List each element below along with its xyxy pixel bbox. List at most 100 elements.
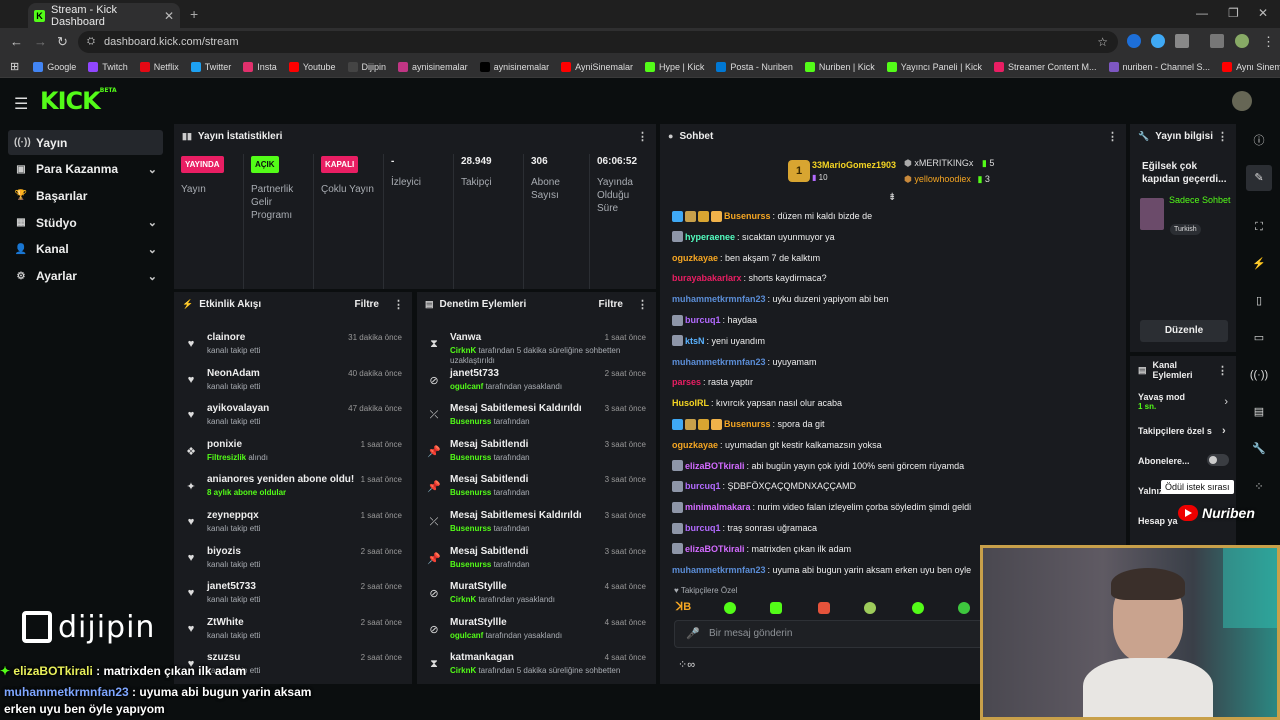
subscribers-only-toggle[interactable] (1207, 454, 1229, 466)
bookmark-item[interactable]: Aynı Sinemalar - Ça... (1222, 61, 1280, 72)
list-item[interactable]: ♥ janet5t733 kanalı takip etti 2 saat önce (174, 577, 412, 613)
new-tab-icon[interactable]: + (190, 6, 199, 22)
site-info-icon[interactable]: ⛭ (87, 36, 95, 47)
back-icon[interactable]: ← (10, 34, 23, 49)
bookmark-item[interactable]: AyniSinemalar (561, 61, 633, 72)
top-gifter-3[interactable]: ⬢ yellowhoodiex ▮ 3 (904, 174, 990, 184)
slow-mode-row[interactable]: Yavaş mod 1 sn. › (1138, 392, 1234, 416)
chat-message[interactable]: oguzkayae: ben akşam 7 de kalktım (672, 251, 820, 265)
chat-message[interactable]: minimalmakara: nurim video falan izleyel… (672, 500, 971, 514)
chat-username[interactable]: oguzkayae (672, 252, 719, 263)
chat-username[interactable]: burayabakarlarx (672, 273, 742, 284)
chat-message[interactable]: elizaBOTkirali: matrixden çıkan ilk adam (672, 542, 851, 556)
chat-username[interactable]: Busenurss (724, 211, 771, 221)
extension-globe-icon[interactable] (1151, 34, 1165, 48)
extensions-puzzle-icon[interactable] (1175, 34, 1189, 48)
reload-icon[interactable]: ↻ (57, 34, 68, 49)
more-options-icon[interactable]: ⋮ (1217, 130, 1228, 143)
microphone-icon[interactable]: 🎤 (686, 628, 700, 640)
sidebar-item-2[interactable]: 🏆 Başarılar (8, 183, 163, 208)
emote-2-icon[interactable] (770, 602, 782, 614)
notes-icon[interactable]: ▯ (1255, 295, 1263, 307)
followers-only-row[interactable]: Takipçilere özel s › (1138, 426, 1234, 436)
emote-6-icon[interactable] (958, 602, 970, 614)
account-row-label[interactable]: Hesap ya (1138, 516, 1178, 526)
list-item[interactable]: ♥ NeonAdam kanalı takip etti 40 dakika önce (174, 364, 412, 400)
list-item[interactable]: ✦ anianores yeniden abone oldu! 8 aylık ab… (174, 470, 412, 506)
chat-message[interactable]: burayabakarlarx: shorts kaydirmaca? (672, 271, 827, 285)
chat-message[interactable]: burcuq1: traş sonrası uğramaca (672, 521, 817, 535)
list-item[interactable]: ♥ clainore kanalı takip etti 31 dakika önce (174, 328, 412, 364)
stream-category[interactable]: Sadece Sohbet (1169, 195, 1231, 205)
bookmark-item[interactable]: Netflix (139, 61, 179, 72)
list-item[interactable]: ⤫ Mesaj Sabitlemesi Kaldırıldı Busenurss t… (417, 399, 656, 435)
browser-menu-icon[interactable]: ⋮ (1262, 34, 1275, 49)
list-item[interactable]: ♥ ZtWhite kanalı takip etti 2 saat önce (174, 613, 412, 649)
chat-message[interactable]: elizaBOTkirali: abi bugün yayın çok iyid… (672, 459, 964, 473)
moderation-filter-button[interactable]: Filtre (598, 298, 623, 310)
chat-username[interactable]: burcuq1 (685, 315, 721, 325)
wrench-icon[interactable]: 🔧 (1252, 443, 1266, 455)
maximize-icon[interactable]: ❐ (1228, 6, 1239, 20)
more-options-icon[interactable]: ⋮ (393, 298, 404, 311)
chat-message[interactable]: Busenurss: düzen mi kaldı bizde de (672, 209, 872, 223)
scroll-down-icon[interactable]: ⇟ (888, 192, 897, 203)
list-item[interactable]: ⤫ Mesaj Sabitlemesi Kaldırıldı Busenurss t… (417, 506, 656, 542)
minimize-icon[interactable]: — (1196, 6, 1208, 20)
emote-5-icon[interactable] (912, 602, 924, 614)
info-icon[interactable]: ⓘ (1253, 135, 1265, 147)
chat-username[interactable]: minimalmakara (685, 502, 751, 513)
chat-username[interactable]: burcuq1 (685, 523, 721, 533)
list-item[interactable]: 📌 Mesaj Sabitlendi Busenurss tarafından 3 s… (417, 470, 656, 506)
chat-username[interactable]: parses (672, 377, 702, 388)
chat-username[interactable]: oguzkayae (672, 439, 719, 450)
chat-message[interactable]: ktsN: yeni uyandım (672, 334, 765, 348)
reading-list-icon[interactable] (1210, 34, 1224, 48)
close-tab-icon[interactable]: ✕ (163, 8, 174, 23)
sidebar-item-1[interactable]: ▣ Para Kazanma ⌄ (8, 157, 163, 182)
more-options-icon[interactable]: ⋮ (1217, 364, 1228, 377)
list-item[interactable]: ⧗ Vanwa CirknK tarafından 5 dakika süreliğ… (417, 328, 656, 365)
chat-username[interactable]: hyperaenee (685, 231, 736, 242)
list-item[interactable]: ♥ zeyneppqx kanalı takip etti 1 saat önce (174, 506, 412, 542)
bookmark-item[interactable]: Yayıncı Paneli | Kick (886, 61, 982, 72)
top-gifter-1-name[interactable]: 33MarioGomez1903 (812, 160, 897, 170)
chat-username[interactable]: ktsN (685, 335, 705, 346)
list-item[interactable]: ❖ ponixie Filtresizlik alındı 1 saat önce (174, 435, 412, 471)
chat-username[interactable]: burcuq1 (685, 481, 721, 492)
chat-username[interactable]: Busenurss (724, 419, 771, 429)
chat-username[interactable]: elizaBOTkirali (685, 543, 745, 554)
share-icon[interactable]: ⁘ (1254, 481, 1264, 493)
chat-message[interactable]: oguzkayae: uyumadan git kestir kalkamazs… (672, 438, 882, 452)
top-gifter-2[interactable]: ⬢ xMERITKINGx ▮ 5 (904, 158, 995, 168)
bookmark-item[interactable]: Dijipin (347, 61, 386, 72)
bookmark-item[interactable]: Google (33, 61, 76, 72)
emote-3-icon[interactable] (818, 602, 830, 614)
emote-1-icon[interactable] (724, 602, 736, 614)
chat-message[interactable]: burcuq1: haydaa (672, 313, 757, 327)
chat-username[interactable]: HusoIRL (672, 398, 709, 409)
sidebar-item-3[interactable]: ▦ Stüdyo ⌄ (8, 210, 163, 235)
fullscreen-icon[interactable]: ⛶ (1255, 221, 1263, 233)
chat-message[interactable]: parses: rasta yaptır (672, 375, 753, 389)
bookmark-item[interactable]: Twitter (190, 61, 231, 72)
list-item[interactable]: ♥ ayikovalayan kanalı takip etti 47 dakika … (174, 399, 412, 435)
list-item[interactable]: ♥ biyozis kanalı takip etti 2 saat önce (174, 542, 412, 578)
forward-icon[interactable]: → (34, 34, 47, 49)
bookmark-item[interactable]: Twitch (88, 61, 128, 72)
emote-picker-icon[interactable]: ⁘∞ (678, 659, 696, 671)
hamburger-menu-icon[interactable]: ☰ (14, 96, 29, 113)
bookmark-item[interactable]: aynisinemalar (398, 61, 468, 72)
list-item[interactable]: 📌 Mesaj Sabitlendi Busenurss tarafından 3 s… (417, 542, 656, 578)
only-row-label[interactable]: Yalnız (1138, 486, 1164, 496)
bookmark-item[interactable]: Streamer Content M... (993, 61, 1097, 72)
emote-kick-icon[interactable]: ꓘB (676, 601, 692, 613)
edit-stream-info-button[interactable]: Düzenle (1140, 320, 1228, 342)
sidebar-item-5[interactable]: ⚙ Ayarlar ⌄ (8, 264, 163, 289)
chat-message[interactable]: hyperaenee: sıcaktan uyunmuyor ya (672, 230, 835, 244)
lightning-icon[interactable]: ⚡ (1252, 258, 1266, 270)
chat-message[interactable]: muhammetkrmnfan23: uyku duzeni yapiyom a… (672, 292, 889, 306)
bookmark-item[interactable]: Posta - Nuriben (716, 61, 793, 72)
sidebar-item-0[interactable]: ((·)) Yayın (8, 130, 163, 155)
sidebar-item-4[interactable]: 👤 Kanal ⌄ (8, 237, 163, 262)
